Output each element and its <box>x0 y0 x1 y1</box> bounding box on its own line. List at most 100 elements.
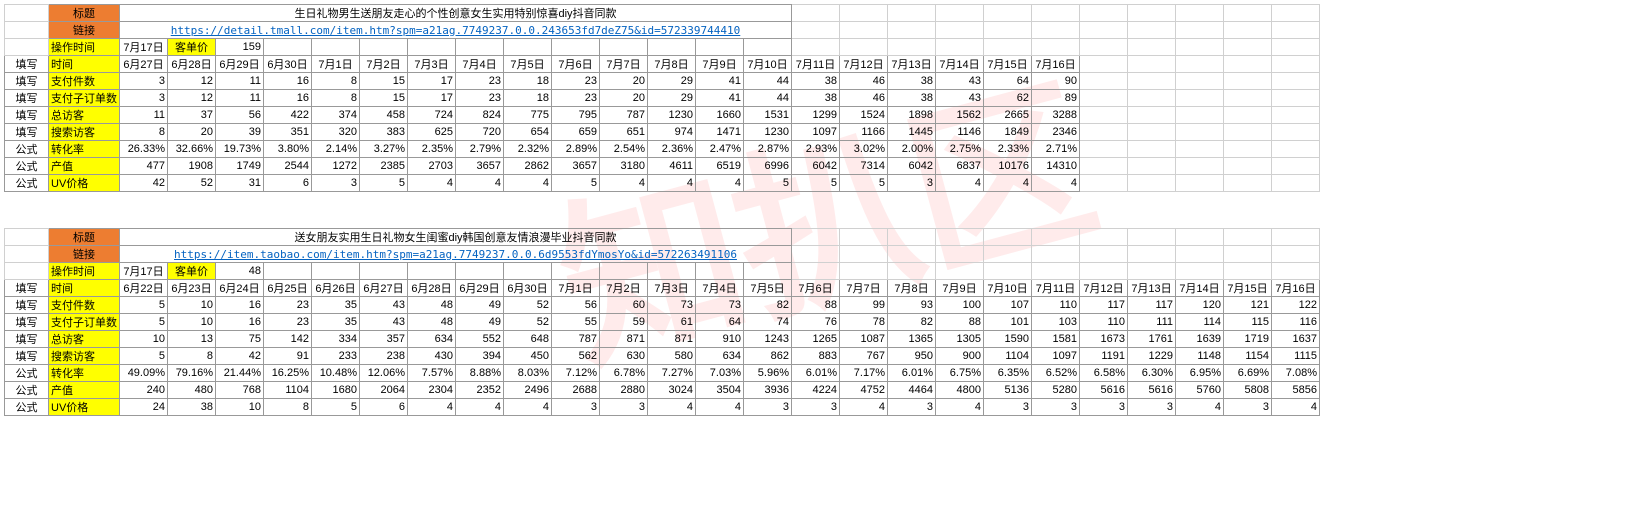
uv-price-cell: 4 <box>408 175 456 192</box>
total-visitors-cell: 422 <box>264 107 312 124</box>
output-cell: 1104 <box>264 382 312 399</box>
sub-orders-cell: 48 <box>408 314 456 331</box>
uv-price-cell: 4 <box>504 175 552 192</box>
search-visitors-cell: 625 <box>408 124 456 141</box>
dates-cell: 7月12日 <box>1080 280 1128 297</box>
cell-empty <box>1032 246 1080 263</box>
dates-cell: 6月24日 <box>216 280 264 297</box>
cell-empty <box>1128 141 1176 158</box>
conv-rate-cell: 7.03% <box>696 365 744 382</box>
pay-count-cell: 43 <box>936 73 984 90</box>
sub-orders-cell: 23 <box>552 90 600 107</box>
cell-empty <box>984 229 1032 246</box>
cell-empty <box>1128 158 1176 175</box>
output-cell: 3024 <box>648 382 696 399</box>
sub-orders-cell: 76 <box>792 314 840 331</box>
dates-cell: 7月1日 <box>312 56 360 73</box>
sub-orders-cell: 44 <box>744 90 792 107</box>
total-visitors-cell: 787 <box>552 331 600 348</box>
cell-empty <box>504 263 552 280</box>
cell-empty <box>1176 39 1224 56</box>
cell-empty <box>984 263 1032 280</box>
row-header-conv-rate: 转化率 <box>49 365 120 382</box>
dates-cell: 7月4日 <box>696 280 744 297</box>
pay-count-cell: 117 <box>1080 297 1128 314</box>
uv-price-cell: 6 <box>360 399 408 416</box>
search-visitors-cell: 900 <box>936 348 984 365</box>
search-visitors-cell: 42 <box>216 348 264 365</box>
dates-cell: 7月11日 <box>1032 280 1080 297</box>
search-visitors-cell: 450 <box>504 348 552 365</box>
conv-rate-cell: 6.35% <box>984 365 1032 382</box>
conv-rate-cell: 7.17% <box>840 365 888 382</box>
row-header-uv-price: UV价格 <box>49 175 120 192</box>
pay-count-cell: 17 <box>408 73 456 90</box>
dates-cell: 7月16日 <box>1272 280 1320 297</box>
total-visitors-cell: 458 <box>360 107 408 124</box>
cell-empty <box>696 39 744 56</box>
cell-empty <box>1272 246 1320 263</box>
conv-rate-cell: 2.33% <box>984 141 1032 158</box>
conv-rate-cell: 6.78% <box>600 365 648 382</box>
uv-price-cell: 3 <box>1080 399 1128 416</box>
total-visitors-cell: 1761 <box>1128 331 1176 348</box>
conv-rate-cell: 3.02% <box>840 141 888 158</box>
output-cell: 5616 <box>1080 382 1128 399</box>
product-link[interactable]: https://detail.tmall.com/item.htm?spm=a2… <box>120 22 792 39</box>
cell-empty <box>1224 107 1272 124</box>
sub-orders-cell: 5 <box>120 314 168 331</box>
cell-empty <box>1080 107 1128 124</box>
total-visitors-cell: 10 <box>120 331 168 348</box>
dates-cell: 6月30日 <box>504 280 552 297</box>
product-link[interactable]: https://item.taobao.com/item.htm?spm=a21… <box>120 246 792 263</box>
pay-count-cell: 29 <box>648 73 696 90</box>
search-visitors-cell: 2346 <box>1032 124 1080 141</box>
row-type-sub-orders: 填写 <box>5 314 49 331</box>
dates-cell: 7月7日 <box>840 280 888 297</box>
pay-count-cell: 16 <box>264 73 312 90</box>
dates-cell: 6月23日 <box>168 280 216 297</box>
uv-price-cell: 4 <box>1032 175 1080 192</box>
uv-price-cell: 4 <box>600 175 648 192</box>
cell-empty <box>360 39 408 56</box>
uv-price-cell: 31 <box>216 175 264 192</box>
op-time-header: 操作时间 <box>49 263 120 280</box>
total-visitors-cell: 1087 <box>840 331 888 348</box>
dates-cell: 7月6日 <box>792 280 840 297</box>
pay-count-cell: 11 <box>216 73 264 90</box>
conv-rate-cell: 7.12% <box>552 365 600 382</box>
sub-orders-cell: 78 <box>840 314 888 331</box>
dates-cell: 7月14日 <box>1176 280 1224 297</box>
search-visitors-cell: 630 <box>600 348 648 365</box>
cell-empty <box>360 263 408 280</box>
row-type-dates: 填写 <box>5 56 49 73</box>
op-date: 7月17日 <box>120 263 168 280</box>
uv-price-cell: 5 <box>744 175 792 192</box>
total-visitors-cell: 1637 <box>1272 331 1320 348</box>
uv-price-cell: 24 <box>120 399 168 416</box>
dates-cell: 7月10日 <box>984 280 1032 297</box>
total-visitors-cell: 1243 <box>744 331 792 348</box>
blank <box>5 246 49 263</box>
search-visitors-cell: 1191 <box>1080 348 1128 365</box>
output-cell: 2064 <box>360 382 408 399</box>
total-visitors-cell: 56 <box>216 107 264 124</box>
cell-empty <box>792 229 840 246</box>
total-visitors-cell: 1898 <box>888 107 936 124</box>
output-cell: 7314 <box>840 158 888 175</box>
output-cell: 6042 <box>888 158 936 175</box>
cell-empty <box>1080 56 1128 73</box>
conv-rate-cell: 2.32% <box>504 141 552 158</box>
output-cell: 1749 <box>216 158 264 175</box>
conv-rate-cell: 5.96% <box>744 365 792 382</box>
row-type-conv-rate: 公式 <box>5 141 49 158</box>
cell-empty <box>600 39 648 56</box>
dates-cell: 7月9日 <box>696 56 744 73</box>
total-visitors-cell: 37 <box>168 107 216 124</box>
dates-cell: 6月26日 <box>312 280 360 297</box>
cell-empty <box>840 22 888 39</box>
cell-empty <box>984 5 1032 22</box>
sub-orders-cell: 29 <box>648 90 696 107</box>
conv-rate-cell: 2.00% <box>888 141 936 158</box>
output-cell: 480 <box>168 382 216 399</box>
